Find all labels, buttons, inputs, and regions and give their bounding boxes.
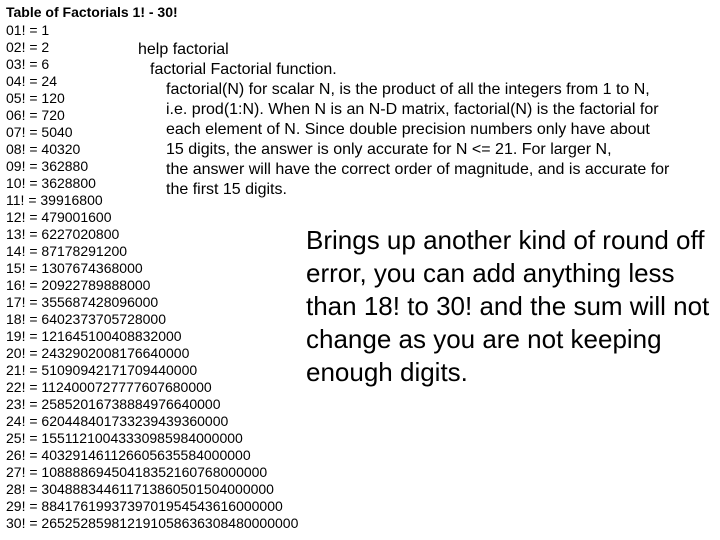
factorial-row: 25! = 15511210043330985984000000 — [6, 430, 298, 447]
help-line: i.e. prod(1:N). When N is an N-D matrix,… — [138, 100, 714, 120]
factorial-row: 12! = 479001600 — [6, 209, 298, 226]
factorial-row: 01! = 1 — [6, 22, 298, 39]
help-line: the answer will have the correct order o… — [138, 160, 714, 180]
help-line: the first 15 digits. — [138, 180, 714, 200]
help-line: 15 digits, the answer is only accurate f… — [138, 140, 714, 160]
page-title: Table of Factorials 1! - 30! — [6, 4, 178, 20]
roundoff-note: Brings up another kind of round off erro… — [306, 224, 710, 389]
factorial-row: 28! = 304888344611713860501504000000 — [6, 481, 298, 498]
help-line: factorial Factorial function. — [138, 60, 714, 80]
factorial-row: 16! = 20922789888000 — [6, 277, 298, 294]
factorial-row: 19! = 121645100408832000 — [6, 328, 298, 345]
factorial-row: 29! = 8841761993739701954543616000000 — [6, 498, 298, 515]
help-command: help factorial — [138, 40, 714, 60]
factorial-row: 18! = 6402373705728000 — [6, 311, 298, 328]
factorial-row: 22! = 1124000727777607680000 — [6, 379, 298, 396]
factorial-row: 21! = 51090942171709440000 — [6, 362, 298, 379]
factorial-row: 15! = 1307674368000 — [6, 260, 298, 277]
factorial-row: 27! = 10888869450418352160768000000 — [6, 464, 298, 481]
factorial-row: 26! = 403291461126605635584000000 — [6, 447, 298, 464]
factorial-row: 13! = 6227020800 — [6, 226, 298, 243]
factorial-row: 24! = 620448401733239439360000 — [6, 413, 298, 430]
factorial-row: 30! = 265252859812191058636308480000000 — [6, 515, 298, 532]
factorial-row: 17! = 355687428096000 — [6, 294, 298, 311]
factorial-row: 23! = 25852016738884976640000 — [6, 396, 298, 413]
factorial-row: 14! = 87178291200 — [6, 243, 298, 260]
factorial-row: 20! = 2432902008176640000 — [6, 345, 298, 362]
help-line: each element of N. Since double precisio… — [138, 120, 714, 140]
help-line: factorial(N) for scalar N, is the produc… — [138, 80, 714, 100]
help-text-block: help factorial factorial Factorial funct… — [138, 40, 714, 200]
